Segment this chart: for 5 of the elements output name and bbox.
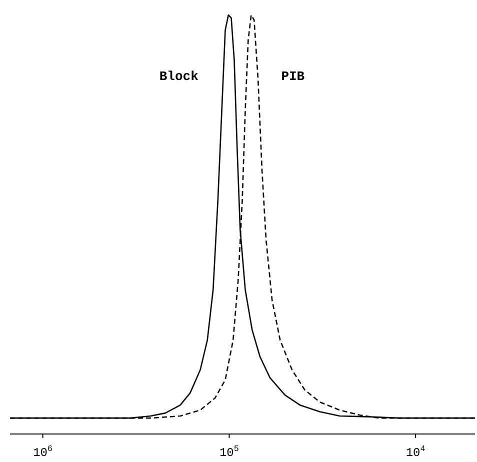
x-tick-label: 10$^{5}$: [219, 444, 239, 460]
x-tick-label: 10$^{6}$: [33, 444, 53, 460]
series-label: PIB: [281, 69, 305, 84]
series-label: Block: [159, 69, 199, 84]
x-tick-label: 10$^{4}$: [406, 444, 426, 460]
